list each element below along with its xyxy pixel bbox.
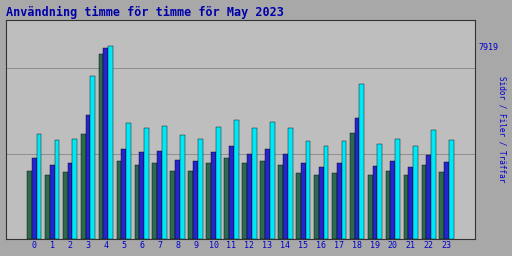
Bar: [242, 163, 247, 239]
Bar: [265, 149, 270, 239]
Bar: [444, 162, 449, 239]
Bar: [359, 84, 365, 239]
Bar: [413, 146, 418, 239]
Bar: [337, 163, 342, 239]
Bar: [301, 163, 306, 239]
Bar: [170, 170, 175, 239]
Bar: [198, 139, 203, 239]
Bar: [109, 46, 113, 239]
Bar: [332, 173, 337, 239]
Bar: [386, 170, 391, 239]
Bar: [81, 134, 86, 239]
Bar: [32, 158, 36, 239]
Bar: [153, 163, 157, 239]
Bar: [99, 54, 103, 239]
Bar: [188, 170, 193, 239]
Bar: [234, 120, 239, 239]
Bar: [68, 163, 73, 239]
Bar: [55, 140, 59, 239]
Bar: [139, 152, 144, 239]
Bar: [157, 151, 162, 239]
Bar: [63, 172, 68, 239]
Bar: [319, 167, 324, 239]
Bar: [403, 175, 409, 239]
Bar: [270, 122, 274, 239]
Bar: [283, 154, 288, 239]
Bar: [324, 146, 328, 239]
Bar: [162, 126, 167, 239]
Bar: [368, 175, 373, 239]
Bar: [260, 161, 265, 239]
Bar: [426, 155, 431, 239]
Bar: [278, 165, 283, 239]
Bar: [117, 161, 121, 239]
Bar: [350, 133, 355, 239]
Bar: [296, 173, 301, 239]
Bar: [421, 165, 426, 239]
Bar: [247, 154, 252, 239]
Bar: [229, 146, 234, 239]
Bar: [439, 172, 444, 239]
Bar: [135, 165, 139, 239]
Bar: [306, 141, 310, 239]
Bar: [211, 152, 216, 239]
Bar: [252, 128, 257, 239]
Bar: [206, 163, 211, 239]
Bar: [144, 128, 149, 239]
Bar: [86, 115, 91, 239]
Bar: [45, 175, 50, 239]
Bar: [224, 158, 229, 239]
Bar: [431, 131, 436, 239]
Bar: [377, 144, 382, 239]
Bar: [342, 141, 346, 239]
Bar: [395, 139, 400, 239]
Bar: [193, 161, 198, 239]
Bar: [216, 127, 221, 239]
Bar: [449, 140, 454, 239]
Bar: [355, 118, 359, 239]
Bar: [175, 160, 180, 239]
Bar: [409, 167, 413, 239]
Y-axis label: Sidor / Filer / Träffar: Sidor / Filer / Träffar: [498, 76, 506, 183]
Bar: [36, 134, 41, 239]
Bar: [103, 48, 109, 239]
Bar: [288, 128, 292, 239]
Bar: [121, 149, 126, 239]
Bar: [73, 139, 77, 239]
Bar: [373, 166, 377, 239]
Bar: [126, 123, 131, 239]
Bar: [391, 161, 395, 239]
Bar: [91, 76, 95, 239]
Bar: [27, 170, 32, 239]
Bar: [180, 135, 185, 239]
Bar: [50, 165, 55, 239]
Bar: [314, 175, 319, 239]
Text: Användning timme för timme för May 2023: Användning timme för timme för May 2023: [6, 6, 284, 19]
